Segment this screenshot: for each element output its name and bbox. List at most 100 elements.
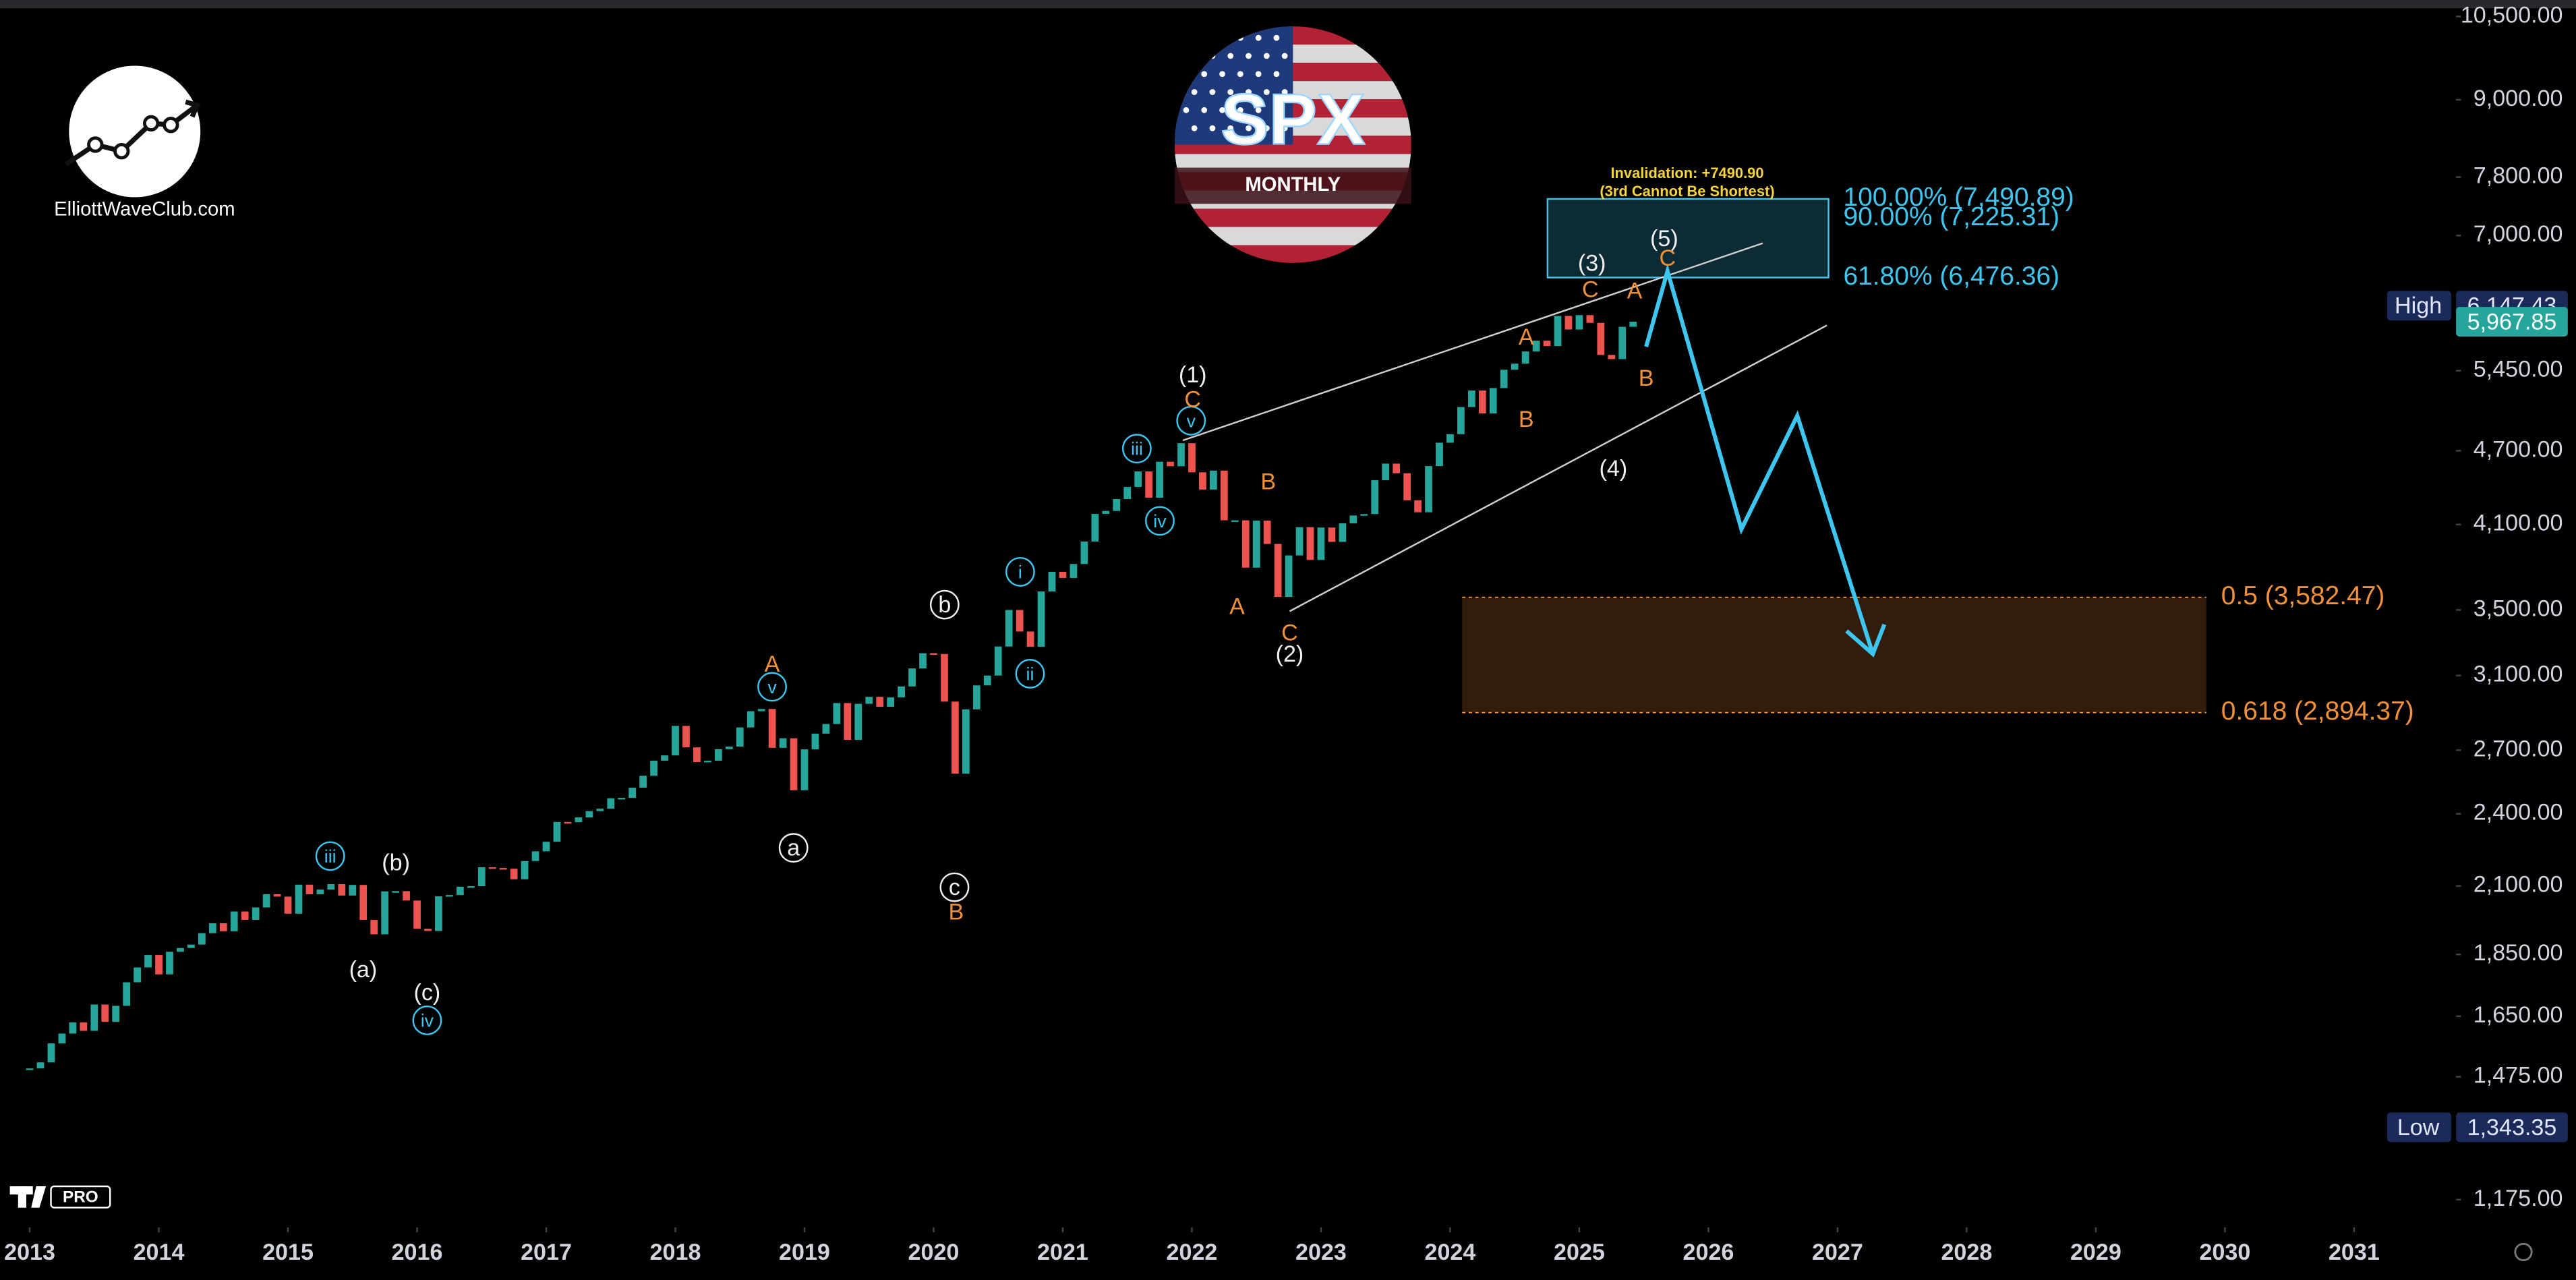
candle xyxy=(1521,351,1529,364)
candle xyxy=(177,948,184,952)
wave-label: iv xyxy=(421,1011,434,1031)
x-tick-label: 2017 xyxy=(521,1240,572,1265)
wave-label: (b) xyxy=(382,850,410,876)
candle xyxy=(1167,461,1174,467)
flag-star xyxy=(1201,107,1208,113)
wave-label: ii xyxy=(1026,664,1034,684)
y-tick-label: 1,175.00 xyxy=(2473,1186,2563,1211)
candle xyxy=(747,711,755,728)
flag-star xyxy=(1255,107,1262,113)
candle xyxy=(822,724,830,734)
y-tick-label: 2,400.00 xyxy=(2473,800,2563,825)
projection-path xyxy=(1644,263,1875,655)
x-tick-label: 2019 xyxy=(779,1240,830,1265)
flag-star xyxy=(1219,107,1225,113)
candle xyxy=(1070,564,1078,578)
retracement-zone xyxy=(1462,597,2206,713)
y-tick-label: 1,475.00 xyxy=(2473,1063,2563,1088)
candle xyxy=(1016,610,1024,632)
candle xyxy=(919,653,927,669)
candle xyxy=(187,944,195,948)
candle xyxy=(854,703,862,740)
candle xyxy=(661,755,668,761)
price-name-box xyxy=(2387,291,2451,321)
watermark-glyph xyxy=(31,1186,47,1208)
candle xyxy=(1446,434,1454,443)
fib-label: 61.80% (6,476.36) xyxy=(1843,262,2059,291)
candle xyxy=(887,697,895,707)
flag-stripe xyxy=(1174,208,1411,227)
candle xyxy=(1274,544,1282,598)
candle xyxy=(262,894,270,908)
wave-label: A xyxy=(1627,279,1643,304)
candle xyxy=(155,955,163,974)
candle xyxy=(284,896,292,914)
candle xyxy=(1425,466,1432,513)
candle xyxy=(413,900,421,929)
flag-star xyxy=(1191,125,1198,132)
candle xyxy=(1543,341,1551,347)
candle xyxy=(800,749,809,790)
candle xyxy=(101,1004,109,1022)
candle xyxy=(1414,500,1422,513)
x-tick-label: 2021 xyxy=(1037,1240,1088,1265)
price-name: Low xyxy=(2397,1115,2440,1140)
candle xyxy=(1467,390,1475,407)
candle xyxy=(736,727,744,747)
candle xyxy=(305,884,314,894)
logo-dot xyxy=(87,136,104,153)
candle xyxy=(585,811,593,818)
candle xyxy=(381,891,389,935)
candle xyxy=(359,885,368,921)
flag-star xyxy=(1246,53,1252,59)
candle xyxy=(1005,610,1013,647)
candle xyxy=(725,747,733,749)
y-tick-label: 2,100.00 xyxy=(2473,872,2563,898)
candle xyxy=(1629,321,1637,327)
wave-circle xyxy=(1145,506,1175,536)
wave-circle xyxy=(939,872,970,902)
candle xyxy=(370,920,378,935)
candle xyxy=(403,891,410,901)
candle xyxy=(876,697,884,707)
candle xyxy=(166,952,173,974)
candle xyxy=(672,726,679,756)
candle xyxy=(1080,541,1088,564)
logo-dot xyxy=(113,143,130,160)
flag-star xyxy=(1281,53,1288,59)
candle xyxy=(811,733,819,750)
flag-star xyxy=(1209,89,1216,95)
y-tick-label: 5,450.00 xyxy=(2473,357,2563,382)
candle xyxy=(521,861,529,879)
wave-circle xyxy=(1176,405,1206,436)
wave-label: C xyxy=(1184,387,1201,413)
flag-star xyxy=(1246,89,1252,95)
site-name: ElliottWaveClub.com xyxy=(54,199,235,221)
candle xyxy=(1241,520,1250,568)
candle xyxy=(1349,515,1357,523)
candle xyxy=(69,1022,77,1034)
logo-dot xyxy=(142,115,160,132)
y-tick-label: 1,850.00 xyxy=(2473,940,2563,966)
top-bar xyxy=(0,0,2576,9)
candle xyxy=(499,868,507,870)
wave-label: C xyxy=(1582,277,1599,302)
candle xyxy=(682,726,690,748)
candle xyxy=(1177,443,1185,467)
fib-label: 90.00% (7,225.31) xyxy=(1843,202,2059,231)
invalidation-text: (3rd Cannot Be Shortest) xyxy=(1600,183,1774,200)
x-tick-label: 2028 xyxy=(1941,1240,1992,1265)
wave-label: B xyxy=(1260,469,1276,494)
settings-icon[interactable] xyxy=(2514,1242,2533,1262)
wave-label: a xyxy=(787,836,800,861)
flag-star xyxy=(1227,125,1234,132)
candle xyxy=(123,982,131,1006)
y-tick-label: 3,100.00 xyxy=(2473,662,2563,687)
logo-circle xyxy=(69,65,201,198)
wave-label: i xyxy=(1018,562,1022,582)
candle xyxy=(477,867,486,887)
candle xyxy=(1360,514,1368,516)
candle xyxy=(1478,390,1486,414)
price-label-box xyxy=(2456,307,2568,337)
